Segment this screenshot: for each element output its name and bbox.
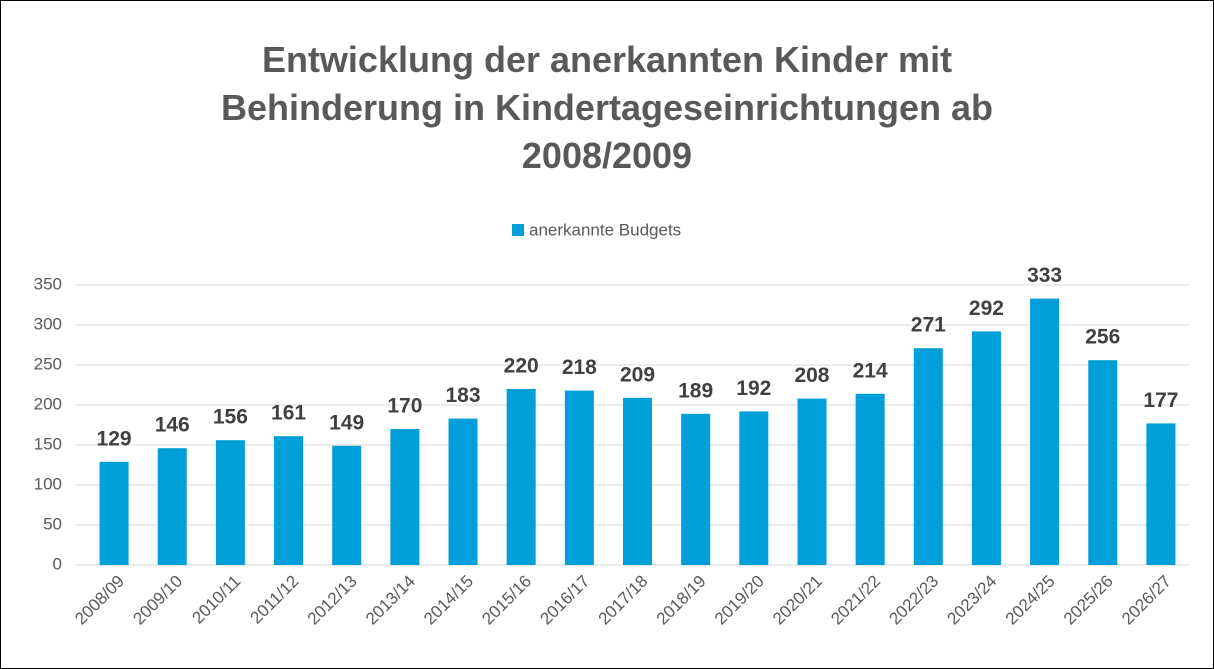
- x-tick-label: 2025/26: [1060, 572, 1117, 629]
- x-tick-label: 2018/19: [653, 572, 710, 629]
- bar: [564, 390, 594, 565]
- bar: [1030, 298, 1060, 565]
- x-tick-label: 2017/18: [595, 572, 652, 629]
- x-tick-label: 2015/16: [478, 572, 535, 629]
- bar: [797, 398, 827, 565]
- bar: [506, 389, 536, 565]
- x-tick-label: 2016/17: [536, 572, 593, 629]
- bar: [448, 418, 478, 565]
- value-label: 183: [446, 384, 481, 407]
- x-tick-label: 2019/20: [711, 572, 768, 629]
- x-tick-label: 2021/22: [827, 572, 884, 629]
- y-tick-label: 350: [34, 274, 62, 293]
- x-tick-label: 2009/10: [129, 572, 186, 629]
- legend-label: anerkannte Budgets: [529, 220, 681, 239]
- bar: [855, 393, 885, 565]
- x-tick-label: 2022/23: [885, 572, 942, 629]
- value-label: 129: [97, 427, 132, 450]
- bar: [1088, 360, 1118, 565]
- bar: [739, 411, 769, 565]
- bar: [913, 348, 943, 565]
- bar: [681, 413, 711, 565]
- bar: [99, 461, 129, 565]
- value-label: 177: [1143, 389, 1178, 412]
- value-label: 256: [1085, 326, 1120, 349]
- x-tick-label: 2013/14: [362, 572, 419, 629]
- value-label: 292: [969, 297, 1004, 320]
- x-tick-label: 2026/27: [1118, 572, 1175, 629]
- bar: [332, 445, 362, 565]
- bar: [971, 331, 1001, 565]
- bar: [274, 436, 304, 565]
- x-tick-label: 2010/11: [188, 572, 244, 628]
- x-tick-label: 2012/13: [304, 572, 361, 629]
- value-label: 189: [678, 379, 713, 402]
- bar: [390, 429, 420, 565]
- value-label: 220: [504, 355, 539, 378]
- x-tick-label: 2023/24: [944, 572, 1001, 629]
- y-tick-label: 0: [53, 554, 62, 573]
- value-label: 161: [271, 402, 306, 425]
- bar: [157, 448, 187, 565]
- value-label: 333: [1027, 264, 1062, 287]
- value-label: 192: [736, 377, 771, 400]
- y-tick-label: 200: [34, 394, 62, 413]
- value-label: 214: [853, 359, 888, 382]
- x-tick-label: 2020/21: [769, 572, 826, 629]
- y-tick-label: 150: [34, 434, 62, 453]
- value-label: 149: [329, 411, 364, 434]
- value-label: 208: [794, 364, 829, 387]
- value-label: 271: [911, 314, 946, 337]
- x-tick-label: 2014/15: [420, 572, 477, 629]
- x-tick-label: 2011/12: [247, 572, 303, 628]
- y-tick-label: 300: [34, 314, 62, 333]
- y-tick-label: 50: [43, 514, 62, 533]
- bar: [1146, 423, 1176, 565]
- x-tick-label: 2024/25: [1002, 572, 1059, 629]
- bar: [215, 440, 245, 565]
- value-label: 146: [155, 414, 190, 437]
- value-label: 209: [620, 363, 655, 386]
- x-tick-label: 2008/09: [71, 572, 128, 629]
- value-label: 170: [387, 395, 422, 418]
- value-label: 218: [562, 356, 597, 379]
- y-tick-label: 250: [34, 354, 62, 373]
- legend-swatch: [512, 224, 524, 236]
- y-tick-label: 100: [34, 474, 62, 493]
- bar: [623, 397, 652, 565]
- value-label: 156: [213, 406, 248, 429]
- chart-title: Entwicklung der anerkannten Kinder mit B…: [220, 39, 994, 176]
